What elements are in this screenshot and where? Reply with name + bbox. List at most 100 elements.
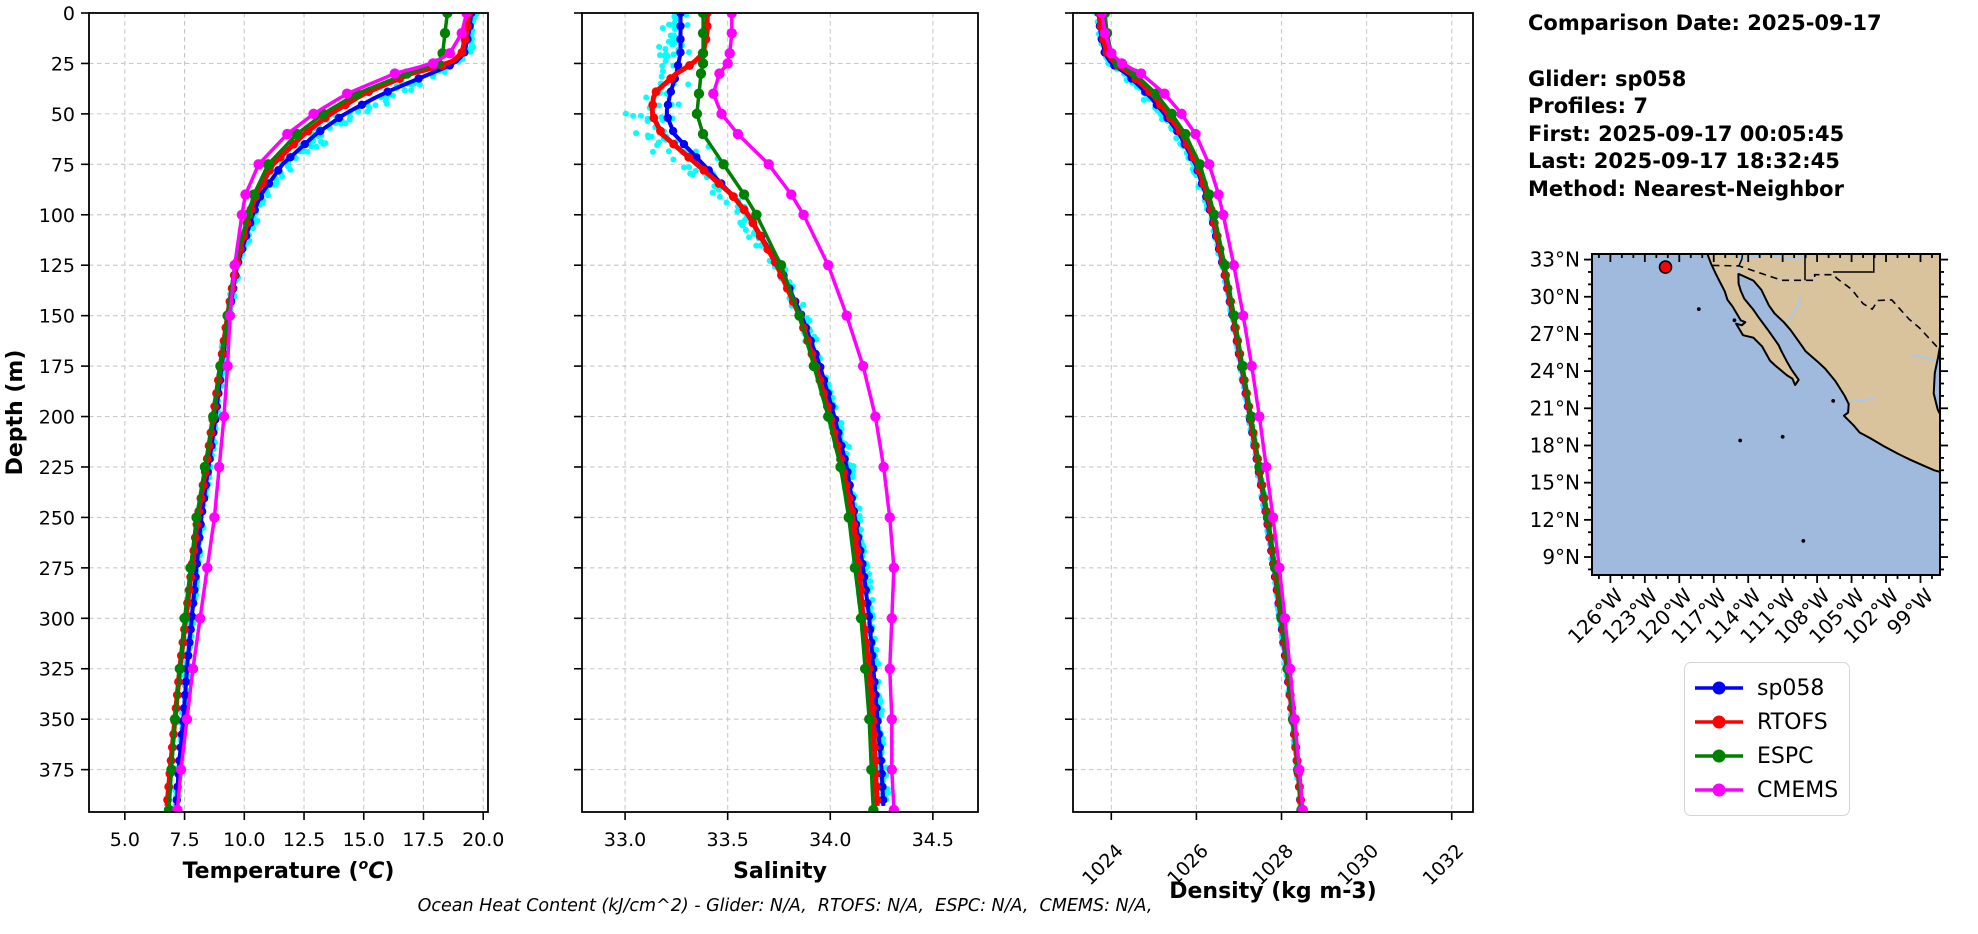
ytick-label: 200: [39, 407, 75, 429]
marker: [1166, 108, 1177, 120]
series-CMEMS: [172, 13, 472, 812]
marker: [1209, 209, 1220, 220]
scatter-point: [346, 116, 353, 123]
series-line-CMEMS: [1100, 13, 1305, 807]
series-markers-CMEMS: [708, 13, 900, 812]
marker: [886, 713, 898, 725]
marker: [427, 58, 439, 69]
marker: [248, 189, 260, 200]
marker: [174, 663, 185, 674]
marker: [439, 27, 451, 39]
scatter-point: [622, 110, 629, 117]
scatter-point: [684, 22, 691, 29]
series-ESPC: [1099, 13, 1307, 812]
scatter-point: [655, 139, 662, 146]
marker: [1203, 159, 1215, 170]
legend-label: ESPC: [1757, 743, 1814, 769]
scatter-point: [470, 44, 477, 51]
marker: [878, 795, 888, 805]
marker: [835, 461, 846, 473]
marker: [1294, 764, 1305, 775]
marker: [253, 159, 264, 170]
scatter-point: [665, 148, 672, 155]
marker: [1279, 613, 1291, 624]
marker: [751, 209, 762, 220]
tick-marks: [1065, 12, 1453, 820]
marker: [186, 625, 195, 634]
state-border: [1738, 254, 1744, 267]
marker: [855, 613, 867, 624]
marker: [218, 411, 230, 422]
marker: [1116, 58, 1128, 69]
state-border: [1833, 254, 1875, 273]
map-frame: [1591, 253, 1941, 576]
marker: [877, 769, 886, 778]
marker: [229, 260, 240, 271]
marker: [185, 562, 196, 574]
legend-label: CMEMS: [1757, 777, 1839, 803]
marker: [808, 360, 820, 372]
legend-marker: [1712, 681, 1726, 695]
location-map: 33°N30°N27°N24°N21°N18°N15°N12°N9°N126°W…: [1530, 248, 1948, 649]
marker: [786, 189, 797, 200]
scatter-point: [716, 193, 723, 200]
marker: [308, 108, 319, 120]
xtick-label: 33.0: [604, 829, 646, 851]
ytick-label: 150: [39, 306, 75, 328]
marker: [215, 360, 226, 372]
marker: [870, 743, 879, 752]
marker: [714, 68, 725, 79]
scatter-point: [666, 21, 673, 28]
map-lat-label: 15°N: [1530, 471, 1580, 495]
map-river: [1848, 397, 1875, 403]
marker: [1238, 310, 1249, 321]
legend-marker: [1712, 715, 1726, 729]
marker: [185, 638, 194, 647]
island: [1738, 438, 1743, 443]
marker: [214, 461, 225, 473]
marker: [755, 231, 765, 241]
marker: [1176, 108, 1187, 120]
scatter-point: [742, 226, 749, 233]
xaxis-label-temperature: Temperature (oC): [183, 857, 395, 884]
series-markers-ESPC: [691, 13, 879, 812]
marker: [651, 87, 661, 97]
xtick-label: 17.5: [402, 829, 444, 851]
scatter-point: [675, 101, 682, 108]
marker: [184, 651, 193, 660]
island: [1696, 307, 1701, 312]
legend-swatch-sp058: [1695, 681, 1743, 695]
scatter-point: [845, 443, 852, 450]
marker: [823, 260, 834, 271]
marker: [738, 189, 750, 200]
scatter-point: [390, 92, 397, 99]
island: [1732, 318, 1737, 323]
xtick-label: 1032: [1419, 840, 1469, 890]
marker: [693, 88, 705, 99]
scatter-point: [637, 112, 644, 119]
marker: [739, 205, 749, 215]
marker: [1219, 260, 1231, 271]
marker: [668, 126, 678, 136]
marker: [666, 74, 676, 83]
marker: [1260, 461, 1272, 473]
scatter-point: [658, 73, 665, 80]
axes-frame: [1072, 12, 1474, 813]
series-markers-RTOFS: [1094, 13, 1306, 805]
series-ESPC: [691, 13, 879, 812]
gridlines: [89, 12, 488, 812]
map-lat-label: 18°N: [1530, 433, 1580, 457]
marker: [859, 663, 871, 674]
marker: [187, 663, 199, 674]
ytick-label: 300: [39, 608, 75, 630]
marker: [1229, 310, 1240, 321]
scatter-point: [648, 133, 655, 140]
map-lat-label: 24°N: [1530, 359, 1580, 383]
series-RTOFS: [648, 13, 882, 807]
marker: [794, 310, 805, 321]
scatter-point: [656, 43, 663, 50]
map-land-group: [1696, 254, 1940, 543]
marker: [444, 48, 455, 59]
